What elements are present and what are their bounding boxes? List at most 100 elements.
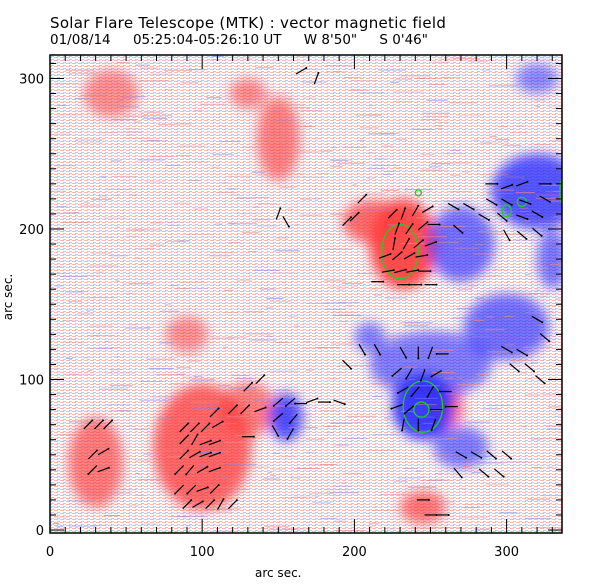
noise-streak <box>223 289 234 291</box>
field-vector-head <box>400 251 403 254</box>
noise-streak <box>428 166 441 168</box>
noise-streak <box>538 223 562 225</box>
noise-streak <box>164 304 172 306</box>
noise-streak <box>79 443 103 445</box>
field-vector-head <box>382 280 385 283</box>
noise-streak <box>241 146 265 148</box>
noise-streak <box>553 184 562 186</box>
noise-streak <box>451 279 466 281</box>
noise-streak <box>133 121 141 123</box>
noise-streak <box>250 99 256 101</box>
field-vector-head <box>206 486 209 489</box>
noise-streak <box>174 288 187 290</box>
noise-streak <box>459 488 466 490</box>
noise-streak <box>105 404 130 406</box>
field-vector <box>174 465 185 475</box>
noise-streak <box>304 477 310 479</box>
y-tick-label: 100 <box>19 374 44 389</box>
noise-streak <box>486 316 494 318</box>
noise-streak <box>454 238 464 240</box>
noise-streak <box>478 174 509 176</box>
noise-streak <box>312 502 332 504</box>
position-west: W 8'50" <box>303 32 358 48</box>
noise-streak <box>549 263 562 265</box>
noise-streak <box>306 303 330 305</box>
y-tick-label: 200 <box>19 223 44 238</box>
field-vector-head <box>526 354 529 357</box>
field-vector-head <box>426 395 429 398</box>
field-vector-head <box>401 429 404 432</box>
noise-streak <box>357 272 386 274</box>
noise-streak <box>335 530 366 532</box>
field-vector-head <box>251 381 254 384</box>
field-vector <box>295 67 307 75</box>
noise-streak <box>146 358 176 360</box>
noise-streak <box>515 74 546 76</box>
noise-streak <box>174 123 192 125</box>
plot-area <box>50 55 562 533</box>
noise-streak <box>306 451 314 453</box>
noise-streak <box>532 527 562 529</box>
noise-streak <box>50 133 71 135</box>
noise-streak <box>435 128 443 130</box>
noise-streak <box>333 485 352 487</box>
noise-streak <box>125 292 135 294</box>
noise-streak <box>212 153 234 155</box>
noise-streak <box>489 135 497 137</box>
field-vector <box>392 238 396 251</box>
noise-streak <box>229 387 257 389</box>
noise-streak <box>88 369 93 371</box>
noise-streak <box>535 106 540 108</box>
noise-streak <box>261 92 291 94</box>
field-vector-head <box>379 353 382 356</box>
field-vector <box>87 450 98 460</box>
field-vector-head <box>447 513 450 516</box>
noise-streak <box>328 378 339 380</box>
noise-streak <box>265 307 273 309</box>
field-vector <box>87 465 98 475</box>
field-vector <box>179 422 189 433</box>
noise-streak <box>333 495 341 497</box>
noise-streak <box>65 357 73 359</box>
noise-streak <box>487 192 514 194</box>
noise-streak <box>173 392 187 394</box>
field-vector-head <box>510 351 513 354</box>
noise-streak <box>240 412 261 414</box>
y-tick-label: 0 <box>36 524 44 539</box>
noise-streak <box>420 479 451 481</box>
noise-streak <box>267 472 273 474</box>
noise-streak <box>84 275 100 277</box>
noise-streak <box>367 168 386 170</box>
noise-streak <box>404 322 434 324</box>
field-vector-head <box>209 439 212 442</box>
noise-streak <box>463 465 470 467</box>
noise-streak <box>281 281 286 283</box>
noise-streak <box>369 104 374 106</box>
field-vector-head <box>505 219 508 222</box>
noise-streak <box>368 256 380 258</box>
field-vector <box>400 208 406 220</box>
noise-streak <box>475 329 505 331</box>
field-vector <box>289 413 298 424</box>
field-vector <box>470 451 482 459</box>
noise-streak <box>370 364 384 366</box>
noise-streak <box>266 335 273 337</box>
noise-streak <box>536 194 561 196</box>
noise-streak <box>147 111 160 113</box>
field-vector <box>501 345 513 353</box>
noise-streak <box>462 507 480 509</box>
noise-streak <box>266 297 284 299</box>
field-vector <box>421 205 433 213</box>
noise-streak <box>63 212 80 214</box>
noise-streak <box>113 195 121 197</box>
field-vector-head <box>408 237 411 240</box>
field-vector-head <box>405 356 408 359</box>
noise-streak <box>211 166 219 168</box>
positive-polarity-region <box>83 69 139 118</box>
field-vector <box>196 466 208 474</box>
noise-streak <box>53 367 59 369</box>
field-vector-head <box>429 408 432 411</box>
noise-streak <box>421 112 450 114</box>
field-vector-head <box>279 207 282 210</box>
noise-streak <box>464 421 490 423</box>
